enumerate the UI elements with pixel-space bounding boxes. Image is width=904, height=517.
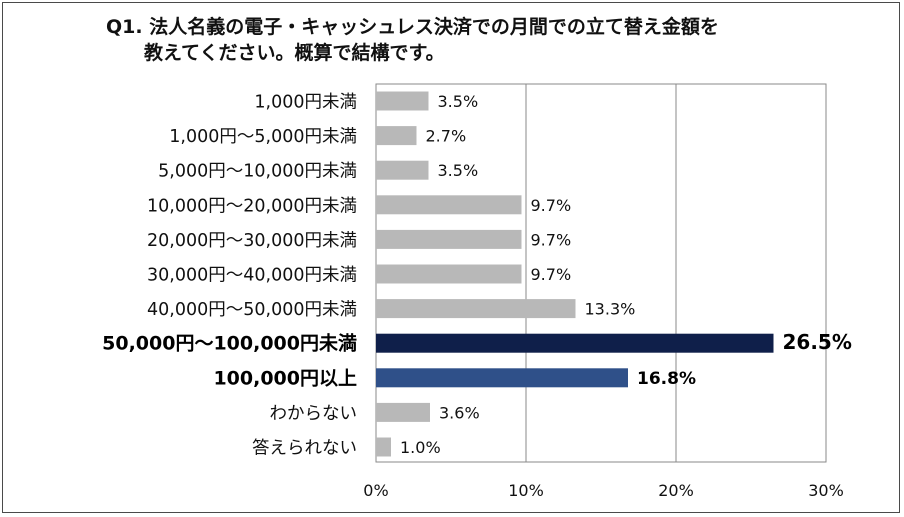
data-label: 3.6% bbox=[439, 403, 480, 422]
x-tick-label: 10% bbox=[508, 481, 544, 500]
category-label: 100,000円以上 bbox=[213, 367, 357, 389]
data-label: 1.0% bbox=[400, 438, 441, 457]
bar bbox=[376, 264, 522, 284]
category-label: 20,000円〜30,000円未満 bbox=[147, 231, 357, 251]
data-label: 2.7% bbox=[426, 127, 467, 146]
category-label: 50,000円〜100,000円未満 bbox=[102, 332, 357, 355]
x-tick-label: 30% bbox=[808, 481, 844, 500]
category-label: 10,000円〜20,000円未満 bbox=[147, 196, 357, 216]
bar bbox=[376, 333, 774, 353]
category-label: 1,000円未満 bbox=[254, 93, 357, 113]
data-label: 16.8% bbox=[637, 369, 696, 389]
category-label: 40,000円〜50,000円未満 bbox=[147, 300, 357, 320]
data-label: 3.5% bbox=[438, 161, 479, 180]
bar bbox=[376, 437, 391, 457]
bar bbox=[376, 91, 429, 111]
bar bbox=[376, 299, 576, 319]
bar bbox=[376, 229, 522, 249]
data-label: 9.7% bbox=[531, 230, 572, 249]
bar bbox=[376, 402, 430, 422]
category-label: 答えられない bbox=[252, 439, 357, 459]
bar bbox=[376, 195, 522, 215]
x-tick-label: 20% bbox=[658, 481, 694, 500]
category-label: 5,000円〜10,000円未満 bbox=[158, 162, 357, 182]
bar bbox=[376, 160, 429, 180]
data-label: 9.7% bbox=[531, 196, 572, 215]
bar bbox=[376, 368, 628, 388]
bar bbox=[376, 126, 417, 146]
category-label: 30,000円〜40,000円未満 bbox=[147, 266, 357, 286]
data-label: 13.3% bbox=[585, 300, 636, 319]
data-label: 26.5% bbox=[783, 330, 852, 354]
x-tick-label: 0% bbox=[363, 481, 388, 500]
data-label: 9.7% bbox=[531, 265, 572, 284]
category-label: 1,000円〜5,000円未満 bbox=[169, 127, 357, 147]
category-label: わからない bbox=[270, 404, 358, 424]
chart-title: Q1. 法人名義の電子・キャッシュレス決済での月間での立て替え金額を 教えてくだ… bbox=[106, 16, 719, 64]
data-label: 3.5% bbox=[438, 92, 479, 111]
